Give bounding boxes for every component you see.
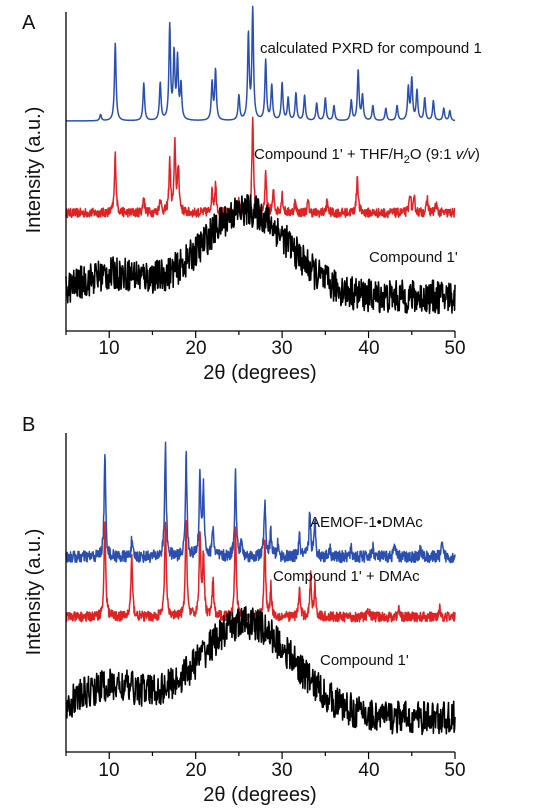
panel-a-trace-bottom	[65, 193, 456, 315]
panel-a-y-axis-label: Intensity (a.u.)	[23, 107, 45, 234]
panel-a-tick-label-20: 20	[185, 338, 206, 359]
panel-a-trace-middle	[65, 116, 456, 219]
panel-a-tick-label-10: 10	[98, 338, 119, 359]
panel-b-tick-label-50: 50	[444, 760, 465, 781]
panel-a-label-thf-close: )	[475, 146, 480, 163]
panel-a-label-thf-sub: 2	[404, 154, 410, 166]
panel-b-y-axis-label: Intensity (a.u.)	[23, 529, 45, 656]
panel-a-label-thf: Compound 1' + THF/H2O (9:1 v/v)	[254, 146, 480, 166]
panel-b-label-aemof: AEMOF-1•DMAc	[310, 514, 423, 531]
panel-b-label-dmac: Compound 1' + DMAc	[273, 568, 420, 585]
panel-a-tick-label-30: 30	[271, 338, 292, 359]
panel-a-label-calculated: calculated PXRD for compound 1	[260, 40, 482, 57]
panel-b-x-axis-label: 2θ (degrees)	[203, 784, 316, 806]
panel-b-x-ticks	[65, 752, 456, 759]
panel-a-tick-label-50: 50	[444, 338, 465, 359]
panel-a-x-axis-label: 2θ (degrees)	[203, 362, 316, 384]
panel-a-label-amorphous: Compound 1'	[369, 249, 458, 266]
panel-b-letter: B	[22, 414, 35, 436]
panel-a-label-thf-main: Compound 1' + THF/H	[254, 146, 404, 163]
panel-a-tick-label-40: 40	[358, 338, 379, 359]
panel-a-x-ticks	[65, 331, 456, 338]
panel-a: A 10 20 30 40 50 2θ (degrees) Intensity …	[22, 5, 482, 384]
panel-a-trace-top	[65, 5, 456, 122]
panel-a-plot-area	[65, 5, 456, 315]
panel-b: B 10 20 30 40 50 2θ (degrees) Intensity …	[22, 414, 466, 806]
panel-b-tick-label-20: 20	[185, 760, 206, 781]
panel-b-label-amorphous: Compound 1'	[320, 652, 409, 669]
panel-b-tick-label-40: 40	[358, 760, 379, 781]
panel-a-label-thf-o: O (9:1	[410, 146, 456, 163]
panel-a-letter: A	[22, 12, 36, 34]
panel-b-trace-top	[65, 441, 456, 564]
panel-b-tick-label-10: 10	[98, 760, 119, 781]
panel-b-trace-bottom	[65, 606, 456, 736]
panel-b-tick-label-30: 30	[271, 760, 292, 781]
panel-b-plot-area	[65, 441, 456, 736]
panel-a-label-thf-vv: v/v	[456, 146, 477, 163]
